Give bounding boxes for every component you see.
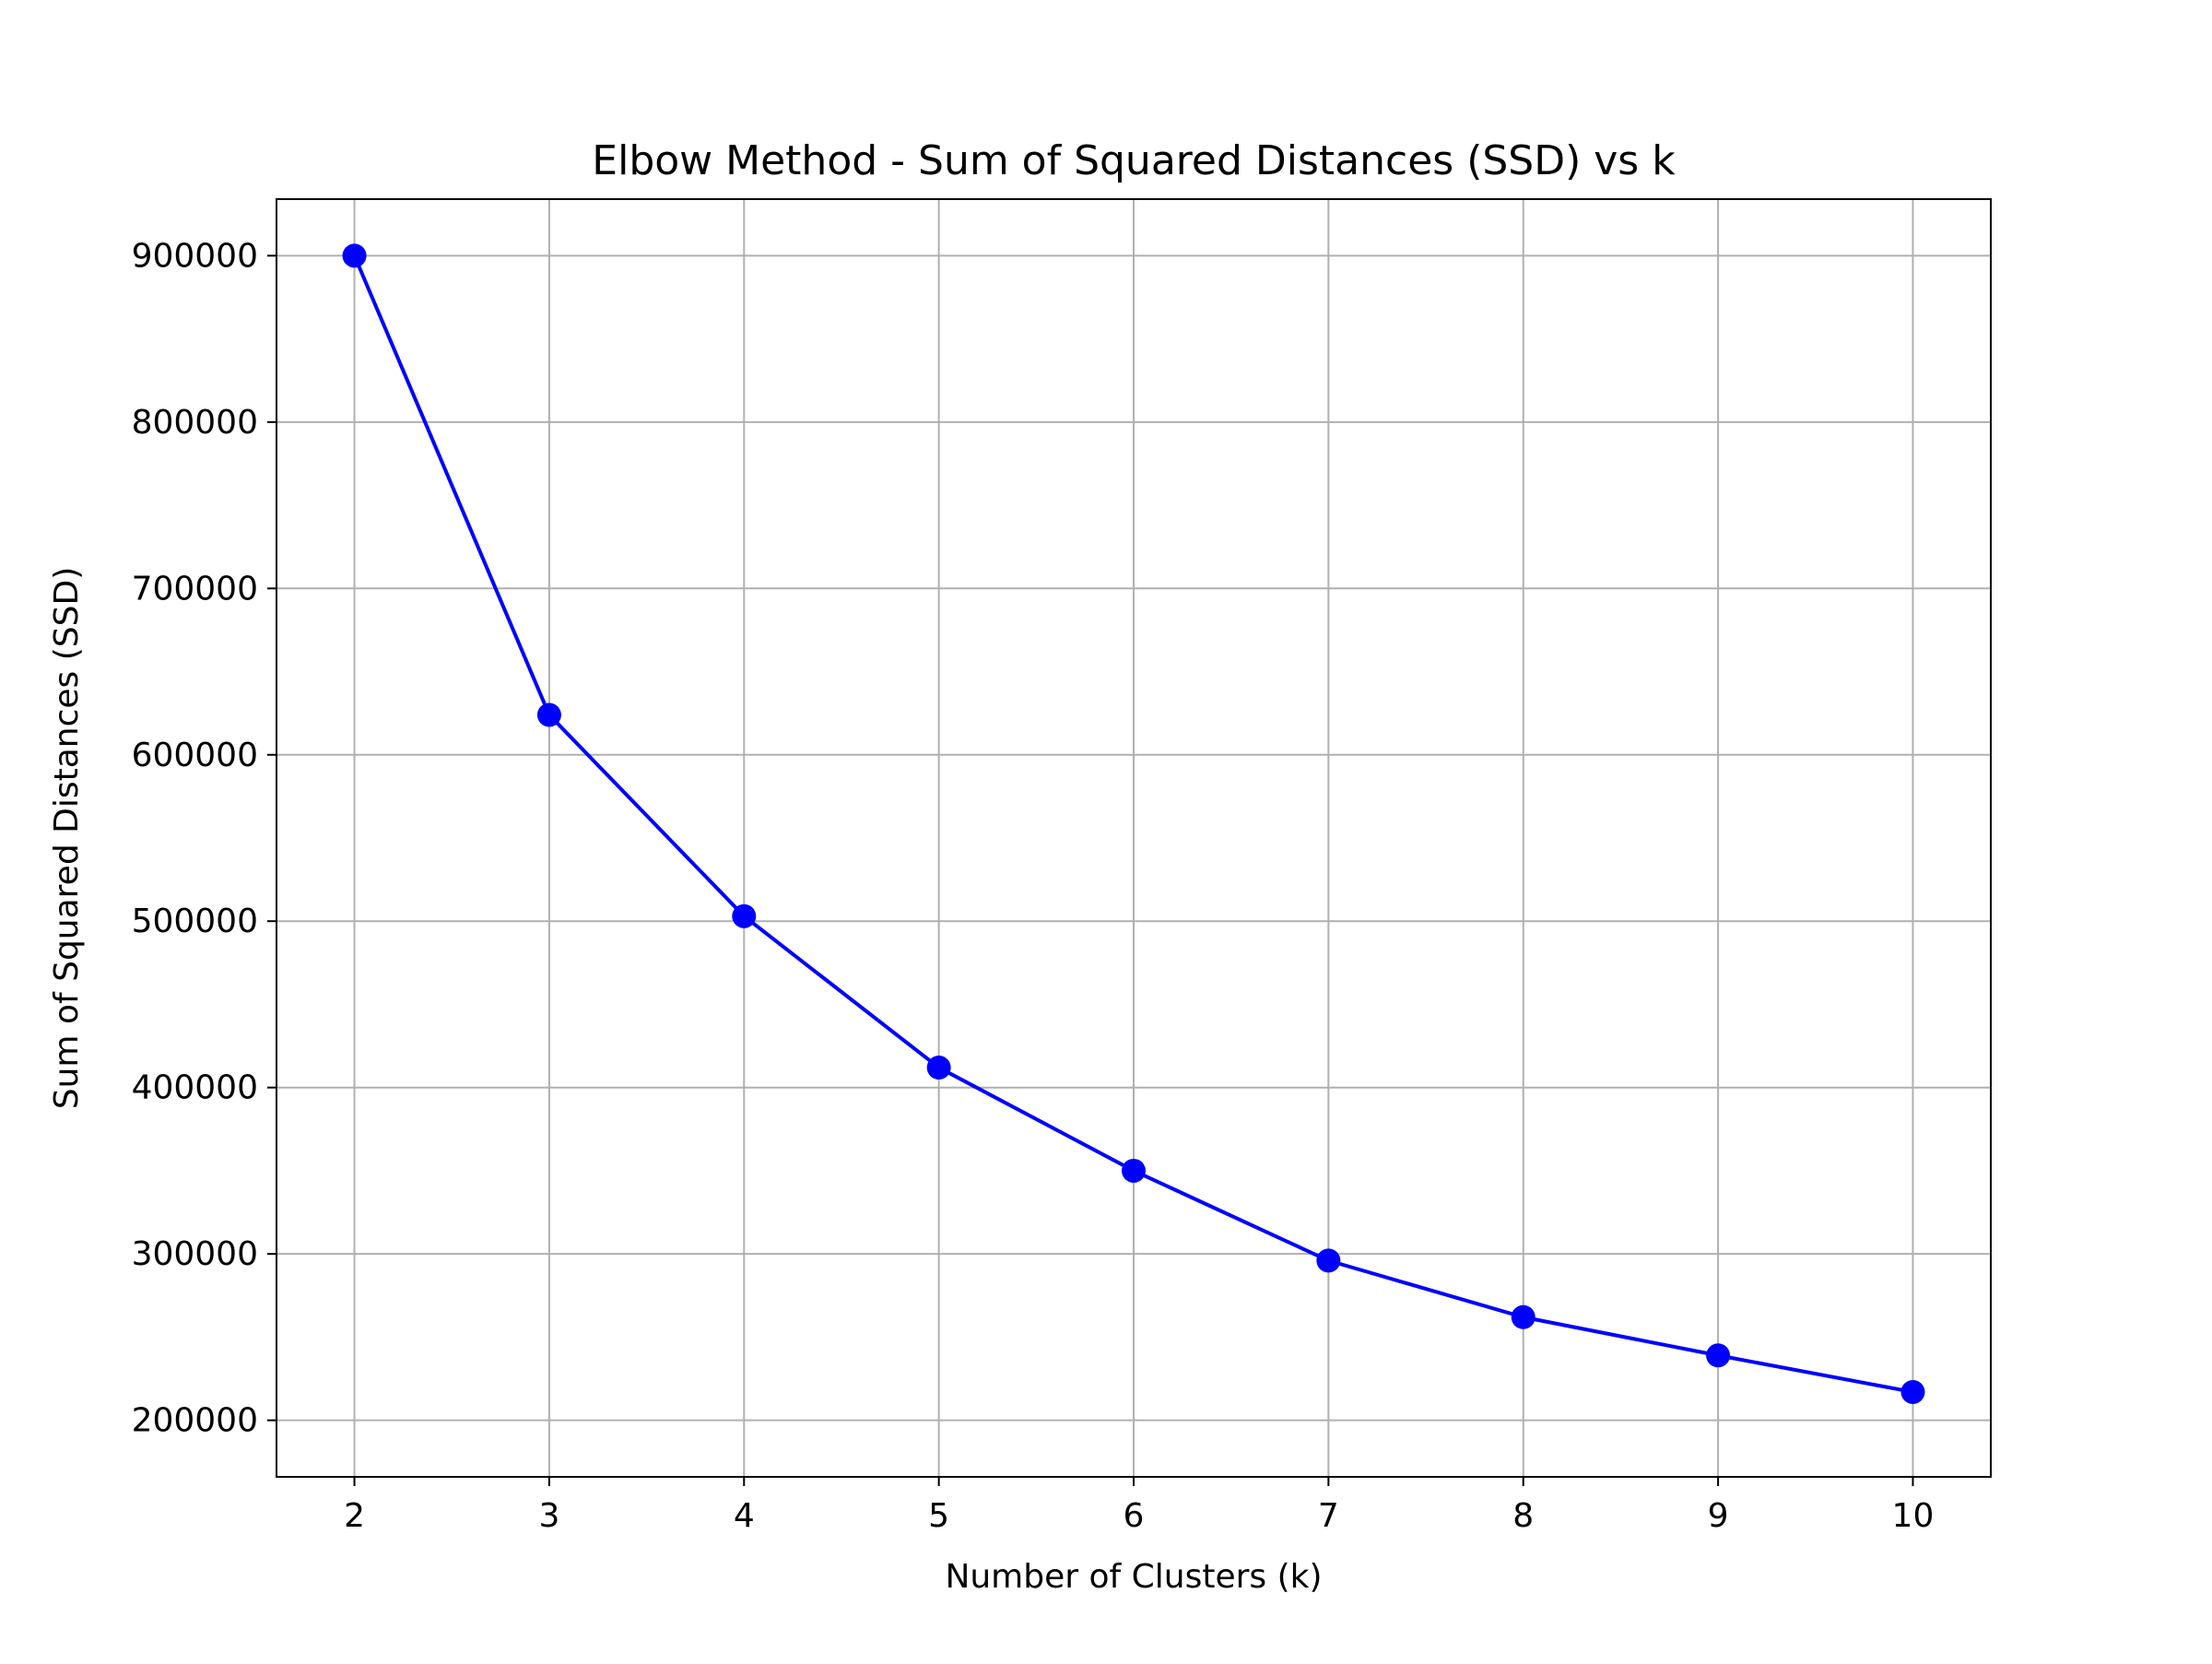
data-point xyxy=(1511,1304,1535,1329)
x-axis-title: Number of Clusters (k) xyxy=(945,1558,1322,1596)
y-tick-label: 700000 xyxy=(132,570,258,608)
x-tick-label: 8 xyxy=(1512,1497,1534,1535)
x-tick-label: 5 xyxy=(928,1497,949,1535)
x-tick-label: 6 xyxy=(1124,1497,1145,1535)
series-layer xyxy=(342,243,1925,1404)
data-point xyxy=(732,903,757,928)
data-point xyxy=(1706,1343,1731,1368)
data-point xyxy=(536,702,561,727)
axis-ticks: 2 3 4 5 6 7 8 9 10 200000 300000 400000 500000 600000… xyxy=(132,237,1935,1535)
grid-lines xyxy=(276,199,1991,1477)
y-tick-label: 800000 xyxy=(132,404,258,442)
y-tick-label: 600000 xyxy=(132,737,258,774)
data-point xyxy=(1900,1379,1925,1404)
data-point xyxy=(1316,1248,1341,1273)
x-tick-label: 10 xyxy=(1892,1497,1935,1535)
x-tick-label: 9 xyxy=(1708,1497,1729,1535)
x-tick-label: 7 xyxy=(1318,1497,1339,1535)
x-tick-label: 3 xyxy=(538,1497,559,1535)
x-tick-label: 2 xyxy=(344,1497,365,1535)
y-tick-label: 200000 xyxy=(132,1402,258,1440)
data-point xyxy=(342,243,367,268)
data-point xyxy=(926,1056,951,1080)
y-tick-label: 900000 xyxy=(132,237,258,275)
data-point xyxy=(1122,1158,1146,1183)
y-tick-label: 400000 xyxy=(132,1069,258,1107)
y-tick-label: 300000 xyxy=(132,1235,258,1273)
x-tick-label: 4 xyxy=(734,1497,755,1535)
y-axis-title: Sum of Squared Distances (SSD) xyxy=(48,567,86,1109)
chart-title: Elbow Method - Sum of Squared Distances … xyxy=(592,137,1676,184)
y-tick-label: 500000 xyxy=(132,903,258,940)
